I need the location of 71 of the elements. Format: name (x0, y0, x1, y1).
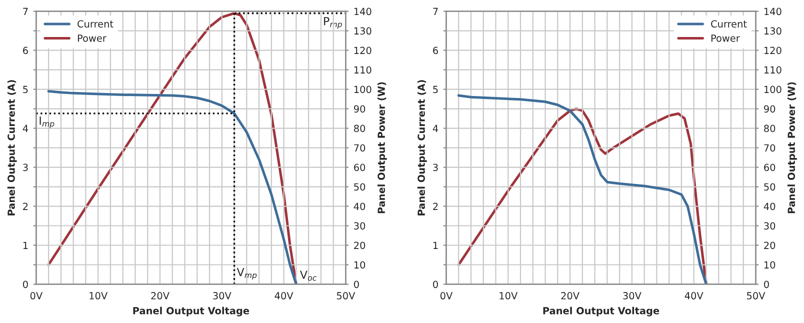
y2-axis-title: Panel Output Power (W) (788, 82, 797, 214)
y2-tick-label: 70 (764, 144, 776, 152)
x-tick-label: 50V (747, 292, 766, 300)
x-tick-label: 0V (30, 292, 43, 300)
y2-axis-title: Panel Output Power (W) (377, 82, 387, 214)
x-axis-title: Panel Output Voltage (133, 306, 250, 316)
y2-tick-label: 70 (354, 144, 366, 152)
ref-line-label: V$_{mp}$ (236, 268, 257, 280)
x-tick-label: 40V (684, 292, 704, 300)
x-tick-label: 10V (90, 292, 108, 300)
y-tick-label: 3 (433, 164, 438, 172)
x-tick-label: 40V (274, 292, 294, 300)
y2-tick-label: 20 (764, 242, 776, 250)
y-tick-label: 2 (23, 202, 28, 210)
y-tick-label: 2 (433, 202, 438, 210)
x-axis-title: Panel Output Voltage (543, 306, 660, 316)
x-tick-label: 20V (561, 292, 580, 300)
ref-line-label: I$_{mp}$ (40, 116, 54, 128)
legend-label: Current (711, 20, 747, 28)
y2-tick-label: 120 (354, 46, 372, 54)
y2-tick-label: 130 (764, 27, 782, 35)
y2-tick-label: 20 (354, 242, 366, 250)
x-tick-label: 20V (151, 292, 170, 300)
x-tick-label: 10V (500, 292, 518, 300)
y-tick-label: 3 (23, 164, 28, 172)
y-axis-title: Panel Output Current (A) (7, 80, 17, 216)
y2-tick-label: 100 (764, 86, 782, 94)
y-tick-label: 5 (23, 86, 28, 94)
y2-tick-label: 50 (764, 183, 776, 191)
y-tick-label: 6 (23, 46, 28, 54)
y2-tick-label: 110 (354, 66, 372, 74)
legend-label: Current (78, 20, 114, 28)
y2-tick-label: 80 (764, 124, 776, 132)
legend-label: Power (78, 34, 106, 42)
y2-tick-label: 140 (764, 8, 782, 16)
y-tick-label: 1 (433, 242, 438, 249)
y-tick-label: 7 (433, 8, 438, 15)
y2-tick-label: 140 (354, 8, 372, 16)
y-axis-title: Panel Output Current (A) (417, 80, 427, 216)
y-tick-label: 0 (22, 280, 28, 288)
y2-tick-label: 40 (354, 202, 366, 210)
y2-tick-label: 130 (354, 27, 372, 35)
y2-tick-label: 40 (764, 202, 776, 210)
y-tick-label: 4 (432, 124, 438, 132)
y2-tick-label: 0 (764, 280, 769, 288)
y-tick-label: 1 (23, 242, 28, 249)
y2-tick-label: 90 (764, 105, 776, 113)
y2-tick-label: 60 (764, 164, 776, 172)
x-tick-label: 30V (623, 292, 642, 300)
y2-tick-label: 10 (764, 261, 776, 269)
y2-tick-label: 50 (354, 183, 366, 191)
annotation: V$_{oc}$ (300, 270, 317, 281)
y2-tick-label: 30 (354, 222, 366, 230)
y-tick-label: 7 (23, 8, 28, 15)
y-tick-label: 0 (433, 280, 438, 288)
y-tick-label: 5 (433, 86, 438, 94)
y2-tick-label: 10 (354, 261, 366, 269)
y2-tick-label: 60 (354, 164, 366, 172)
x-tick-label: 50V (336, 292, 356, 300)
x-tick-label: 0V (440, 292, 453, 300)
y2-tick-label: 100 (354, 86, 372, 94)
y2-tick-label: 110 (764, 66, 782, 74)
y-tick-label: 4 (22, 124, 28, 132)
y2-tick-label: 90 (354, 105, 366, 113)
y2-tick-label: 0 (354, 280, 359, 288)
y2-tick-label: 80 (354, 124, 366, 132)
x-tick-label: 30V (213, 292, 232, 300)
legend-label: Power (711, 34, 740, 42)
y2-tick-label: 120 (764, 46, 782, 54)
y2-tick-label: 30 (764, 222, 776, 230)
y-tick-label: 6 (433, 46, 438, 54)
